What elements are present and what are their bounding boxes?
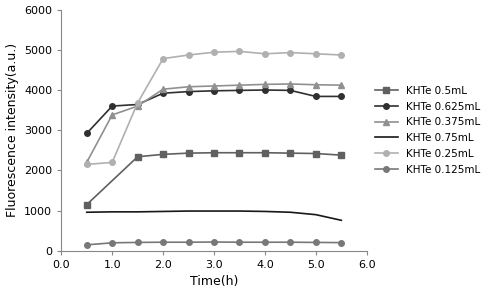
- KHTe 0.125mL: [313, 241, 319, 244]
- KHTe 0.75mL: [186, 209, 191, 213]
- Line: KHTe 0.375mL: KHTe 0.375mL: [83, 81, 345, 166]
- KHTe 0.25mL: [211, 51, 217, 54]
- KHTe 0.75mL: [287, 211, 293, 214]
- KHTe 0.5mL: [287, 151, 293, 155]
- KHTe 0.125mL: [262, 240, 268, 244]
- Y-axis label: Fluorescence intensity(a.u.): Fluorescence intensity(a.u.): [5, 43, 19, 217]
- KHTe 0.5mL: [135, 155, 140, 158]
- KHTe 0.75mL: [262, 210, 268, 213]
- KHTe 0.5mL: [211, 151, 217, 154]
- KHTe 0.375mL: [135, 104, 140, 108]
- Legend: KHTe 0.5mL, KHTe 0.625mL, KHTe 0.375mL, KHTe 0.75mL, KHTe 0.25mL, KHTe 0.125mL: KHTe 0.5mL, KHTe 0.625mL, KHTe 0.375mL, …: [371, 82, 485, 179]
- KHTe 0.625mL: [211, 89, 217, 93]
- KHTe 0.25mL: [160, 57, 166, 60]
- KHTe 0.375mL: [211, 84, 217, 88]
- Line: KHTe 0.125mL: KHTe 0.125mL: [84, 239, 344, 248]
- KHTe 0.75mL: [109, 210, 115, 214]
- KHTe 0.375mL: [84, 161, 90, 164]
- KHTe 0.125mL: [109, 241, 115, 245]
- KHTe 0.5mL: [84, 203, 90, 206]
- KHTe 0.375mL: [313, 83, 319, 86]
- KHTe 0.375mL: [186, 85, 191, 88]
- KHTe 0.75mL: [338, 218, 344, 222]
- KHTe 0.75mL: [84, 211, 90, 214]
- KHTe 0.125mL: [211, 240, 217, 244]
- Line: KHTe 0.5mL: KHTe 0.5mL: [84, 150, 344, 207]
- KHTe 0.25mL: [84, 163, 90, 166]
- KHTe 0.25mL: [135, 101, 140, 105]
- KHTe 0.75mL: [237, 209, 243, 213]
- KHTe 0.625mL: [262, 88, 268, 92]
- KHTe 0.625mL: [287, 88, 293, 92]
- KHTe 0.625mL: [109, 104, 115, 108]
- KHTe 0.5mL: [313, 152, 319, 155]
- KHTe 0.25mL: [262, 52, 268, 56]
- KHTe 0.75mL: [135, 210, 140, 214]
- KHTe 0.625mL: [160, 91, 166, 95]
- KHTe 0.375mL: [109, 113, 115, 117]
- KHTe 0.625mL: [84, 132, 90, 135]
- Line: KHTe 0.625mL: KHTe 0.625mL: [84, 87, 344, 136]
- KHTe 0.125mL: [135, 241, 140, 244]
- KHTe 0.5mL: [338, 153, 344, 157]
- KHTe 0.375mL: [338, 83, 344, 87]
- KHTe 0.25mL: [237, 50, 243, 53]
- KHTe 0.5mL: [237, 151, 243, 154]
- KHTe 0.375mL: [160, 87, 166, 91]
- KHTe 0.125mL: [237, 240, 243, 244]
- KHTe 0.125mL: [84, 243, 90, 247]
- KHTe 0.5mL: [186, 151, 191, 155]
- KHTe 0.75mL: [211, 209, 217, 213]
- KHTe 0.375mL: [237, 83, 243, 87]
- KHTe 0.375mL: [287, 82, 293, 86]
- KHTe 0.625mL: [186, 90, 191, 93]
- KHTe 0.75mL: [160, 210, 166, 213]
- KHTe 0.25mL: [109, 161, 115, 164]
- KHTe 0.25mL: [338, 53, 344, 57]
- Line: KHTe 0.25mL: KHTe 0.25mL: [84, 49, 344, 167]
- KHTe 0.25mL: [287, 51, 293, 54]
- KHTe 0.625mL: [135, 103, 140, 106]
- KHTe 0.25mL: [313, 52, 319, 56]
- KHTe 0.75mL: [313, 213, 319, 216]
- KHTe 0.375mL: [262, 83, 268, 86]
- KHTe 0.25mL: [186, 53, 191, 57]
- KHTe 0.5mL: [160, 153, 166, 156]
- X-axis label: Time(h): Time(h): [190, 275, 238, 288]
- KHTe 0.625mL: [237, 88, 243, 92]
- KHTe 0.125mL: [338, 241, 344, 244]
- Line: KHTe 0.75mL: KHTe 0.75mL: [87, 211, 341, 220]
- KHTe 0.125mL: [160, 240, 166, 244]
- KHTe 0.5mL: [262, 151, 268, 154]
- KHTe 0.625mL: [313, 95, 319, 98]
- KHTe 0.625mL: [338, 95, 344, 98]
- KHTe 0.125mL: [186, 240, 191, 244]
- KHTe 0.125mL: [287, 240, 293, 244]
